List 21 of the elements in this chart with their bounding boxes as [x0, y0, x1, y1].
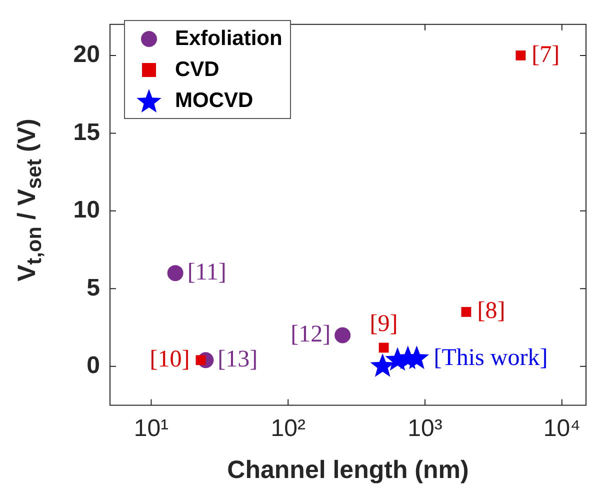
annotation: [13] — [218, 346, 258, 372]
y-tick-label: 20 — [73, 41, 100, 68]
x-tick-label: 10³ — [408, 415, 442, 442]
y-tick-label: 15 — [73, 118, 100, 146]
x-tick-label: 10² — [270, 415, 306, 442]
y-tick-label: 0 — [86, 352, 100, 379]
x-tick-label: 10⁴ — [543, 415, 580, 442]
annotation: [11] — [187, 259, 226, 286]
legend-label: CVD — [175, 58, 220, 82]
x-tick-label: 10¹ — [134, 415, 169, 442]
y-tick-label: 10 — [73, 196, 100, 224]
x-axis-title: Channel length (nm) — [227, 456, 469, 484]
annotation: [9] — [370, 310, 398, 337]
annotation: [This work] — [434, 344, 548, 371]
y-tick-label: 5 — [86, 274, 100, 302]
annotation: [10] — [150, 346, 190, 372]
annotation: [7] — [532, 42, 560, 68]
legend-label: MOCVD — [175, 88, 254, 112]
annotation: [8] — [477, 298, 506, 324]
annotation: [12] — [290, 322, 331, 348]
legend-label: Exfoliation — [175, 26, 282, 50]
